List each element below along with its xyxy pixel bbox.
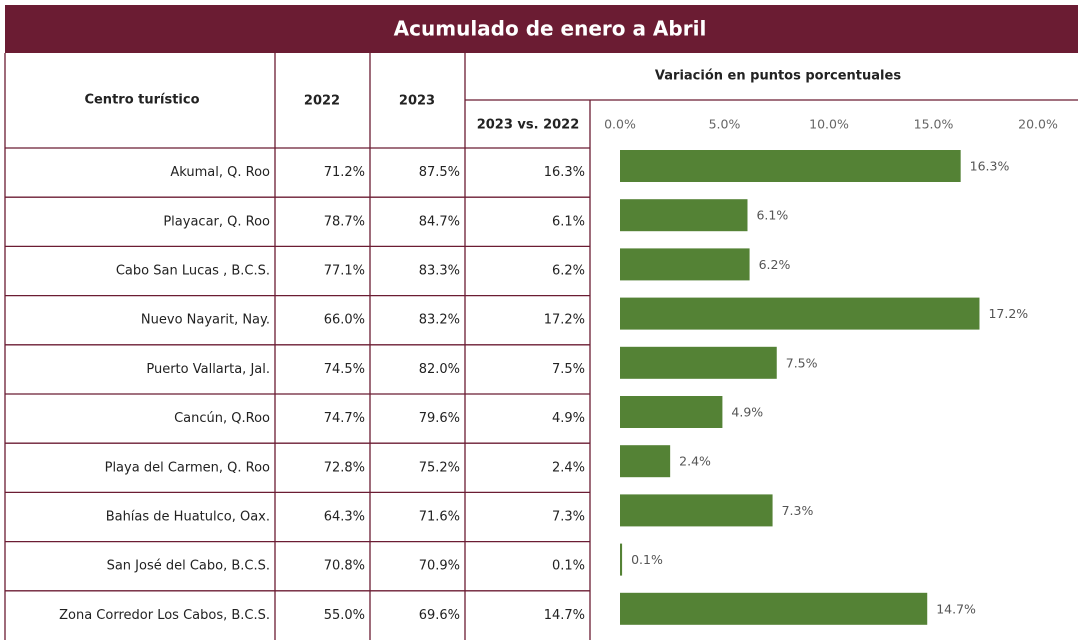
cell: 64.3% [324, 510, 365, 525]
header: 2023 [399, 94, 435, 109]
cell: Playacar, Q. Roo [163, 214, 270, 229]
value-label: 4.9% [731, 405, 763, 420]
cell: 71.2% [324, 165, 365, 180]
cell: 7.3% [552, 510, 585, 525]
cell: 2.4% [552, 460, 585, 475]
cell: 4.9% [552, 411, 585, 426]
cell: 55.0% [324, 608, 365, 623]
value-label: 7.3% [782, 503, 814, 518]
cell: Playa del Carmen, Q. Roo [105, 460, 270, 475]
x-tick-label: 15.0% [914, 117, 954, 132]
cell: 72.8% [324, 460, 365, 475]
x-tick-label: 0.0% [604, 117, 636, 132]
bar [620, 199, 748, 232]
cell: Zona Corredor Los Cabos, B.C.S. [59, 608, 270, 623]
bar [620, 445, 671, 478]
bar [620, 346, 777, 379]
title-bar [5, 5, 1078, 53]
cell: Nuevo Nayarit, Nay. [141, 313, 270, 328]
cell: 75.2% [419, 460, 460, 475]
cell: 71.6% [419, 510, 460, 525]
cell: 82.0% [419, 362, 460, 377]
cell: 0.1% [552, 559, 585, 574]
value-label: 14.7% [936, 601, 976, 616]
value-label: 0.1% [631, 552, 663, 567]
cell: Bahías de Huatulco, Oax. [106, 510, 270, 525]
bar [620, 396, 723, 428]
x-tick-label: 10.0% [809, 117, 849, 132]
cell: 83.2% [419, 313, 460, 328]
cell: Cabo San Lucas , B.C.S. [116, 264, 270, 279]
header: 2022 [304, 94, 340, 109]
header: 2023 vs. 2022 [477, 118, 580, 133]
cell: 6.2% [552, 264, 585, 279]
value-label: 2.4% [679, 454, 711, 469]
bar [620, 592, 928, 625]
cell: San José del Cabo, B.C.S. [107, 559, 270, 574]
x-tick-label: 5.0% [709, 117, 741, 132]
bar [620, 248, 750, 281]
chart-title: Variación en puntos porcentuales [655, 69, 901, 84]
cell: 78.7% [324, 214, 365, 229]
borders [4, 53, 1078, 640]
cell: Puerto Vallarta, Jal. [146, 362, 270, 377]
value-label: 6.2% [759, 257, 791, 272]
cell: 83.3% [419, 264, 460, 279]
cell: 84.7% [419, 214, 460, 229]
cell: 69.6% [419, 608, 460, 623]
bar [620, 150, 961, 182]
cell: 6.1% [552, 214, 585, 229]
bar [620, 494, 773, 527]
cell: 17.2% [544, 313, 585, 328]
cell: 70.8% [324, 559, 365, 574]
cell: 77.1% [324, 264, 365, 279]
value-label: 6.1% [756, 208, 788, 223]
cell: Akumal, Q. Roo [170, 165, 270, 180]
cell: 7.5% [552, 362, 585, 377]
bar [620, 543, 623, 576]
title: Acumulado de enero a Abril [394, 17, 707, 41]
cell: 87.5% [419, 165, 460, 180]
cell: 74.5% [324, 362, 365, 377]
cell: 70.9% [419, 559, 460, 574]
value-label: 7.5% [786, 355, 818, 370]
value-label: 17.2% [988, 306, 1028, 321]
cell: 14.7% [544, 608, 585, 623]
cell: 16.3% [544, 165, 585, 180]
value-label: 16.3% [970, 159, 1010, 174]
cell: 79.6% [419, 411, 460, 426]
cell: 66.0% [324, 313, 365, 328]
header: Centro turístico [84, 93, 199, 108]
bar [620, 297, 980, 330]
x-tick-label: 20.0% [1018, 117, 1058, 132]
cell: Cancún, Q.Roo [174, 411, 270, 426]
cell: 74.7% [324, 411, 365, 426]
